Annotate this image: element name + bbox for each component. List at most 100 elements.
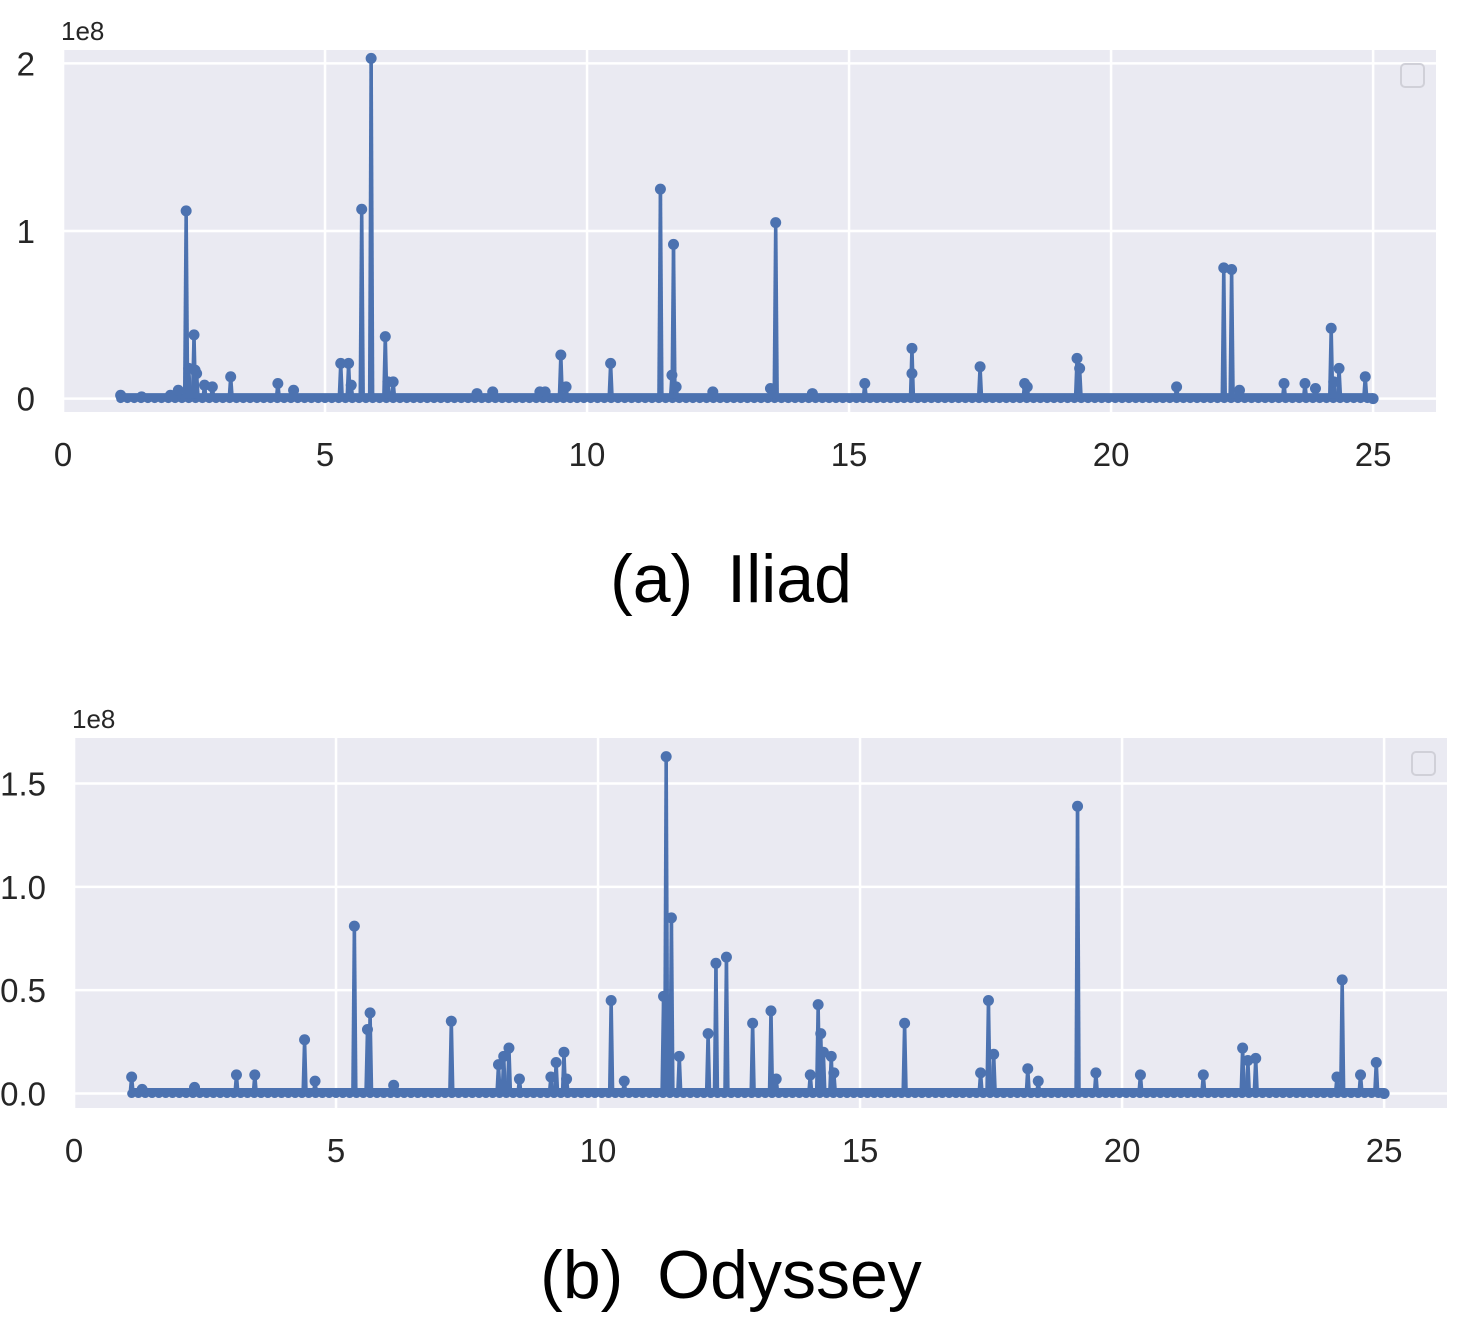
series-point — [1128, 1089, 1138, 1099]
series-point — [379, 331, 391, 343]
series-point — [189, 1081, 201, 1093]
series-point — [1233, 384, 1245, 396]
series-point — [707, 386, 719, 398]
series-point — [174, 1089, 184, 1099]
series-point — [1124, 394, 1134, 404]
legend-box — [1411, 751, 1436, 776]
series-point — [492, 1059, 504, 1071]
series-point — [504, 394, 514, 404]
series-point — [1134, 1069, 1146, 1081]
series-point — [1250, 1052, 1262, 1064]
series-point — [879, 394, 889, 404]
series-spike — [669, 917, 675, 1094]
series-point — [668, 238, 680, 250]
series-point — [783, 394, 793, 404]
series-point — [670, 381, 682, 393]
series-point — [1080, 1089, 1090, 1099]
series-spike — [671, 244, 677, 399]
series-point — [324, 1089, 334, 1099]
series-point — [1108, 1089, 1118, 1099]
series-point — [924, 1089, 934, 1099]
series-point — [1230, 1089, 1240, 1099]
series-point — [951, 1089, 961, 1099]
series-point — [913, 394, 923, 404]
series-point — [647, 394, 657, 404]
series-point — [702, 394, 712, 404]
series-point — [736, 394, 746, 404]
series-point — [338, 1089, 348, 1099]
series-point — [981, 394, 991, 404]
series-point — [845, 394, 855, 404]
series-point — [1012, 1089, 1022, 1099]
series-point — [498, 1050, 510, 1062]
x-tick-label: 20 — [1093, 436, 1130, 473]
series-point — [1298, 1089, 1308, 1099]
series-point — [640, 394, 650, 404]
series-spike — [706, 1033, 712, 1094]
series-point — [300, 394, 310, 404]
series-point — [838, 394, 848, 404]
series-point — [180, 205, 192, 217]
series-point — [206, 381, 218, 393]
series-point — [1138, 394, 1148, 404]
series-point — [599, 394, 609, 404]
series-point — [1312, 1089, 1322, 1099]
series-point — [497, 394, 507, 404]
series-point — [511, 394, 521, 404]
series-point — [539, 386, 551, 398]
series-point — [208, 1089, 218, 1099]
series-point — [558, 1046, 570, 1058]
series-spike — [1240, 1047, 1246, 1094]
series-spike — [750, 1023, 756, 1094]
series-point — [1110, 394, 1120, 404]
series-point — [343, 357, 355, 369]
series-point — [513, 1073, 525, 1085]
series-point — [1144, 394, 1154, 404]
series-point — [605, 357, 617, 369]
series-point — [1178, 394, 1188, 404]
series-point — [309, 1075, 321, 1087]
series-point — [1005, 1089, 1015, 1099]
series-point — [885, 394, 895, 404]
series-point — [164, 389, 176, 401]
series-point — [1359, 371, 1371, 383]
y-tick-label: 2 — [17, 45, 35, 82]
series-point — [651, 1089, 661, 1099]
x-tick-label: 5 — [327, 1132, 345, 1169]
series-point — [488, 1089, 498, 1099]
series-point — [388, 1079, 400, 1091]
series-point — [561, 1073, 573, 1085]
series-point — [1063, 394, 1073, 404]
x-tick-label: 20 — [1104, 1132, 1141, 1169]
series-spike — [773, 222, 779, 399]
series-point — [812, 999, 824, 1011]
y-exponent-label: 1e8 — [61, 16, 104, 46]
series-point — [817, 394, 827, 404]
series-point — [1035, 394, 1045, 404]
caption-tag-iliad: (a) — [610, 541, 694, 617]
series-point — [529, 1089, 539, 1099]
series-point — [1294, 394, 1304, 404]
series-point — [191, 367, 203, 379]
series-point — [627, 394, 637, 404]
series-point — [454, 1089, 464, 1099]
series-spike — [902, 1023, 908, 1094]
series-point — [872, 394, 882, 404]
series-point — [161, 1089, 171, 1099]
series-point — [406, 1089, 416, 1099]
series-point — [263, 1089, 273, 1099]
caption-iliad: (a) Iliad — [0, 540, 1462, 618]
series-point — [794, 1089, 804, 1099]
series-point — [579, 394, 589, 404]
series-point — [306, 394, 316, 404]
series-point — [883, 1089, 893, 1099]
series-spike — [559, 354, 565, 399]
series-point — [733, 1089, 743, 1099]
series-spike — [338, 363, 344, 399]
series-point — [560, 381, 572, 393]
series-point — [1378, 1088, 1390, 1100]
series-point — [1046, 1089, 1056, 1099]
series-point — [1121, 1089, 1131, 1099]
series-point — [1333, 362, 1345, 374]
series-point — [1197, 1069, 1209, 1081]
